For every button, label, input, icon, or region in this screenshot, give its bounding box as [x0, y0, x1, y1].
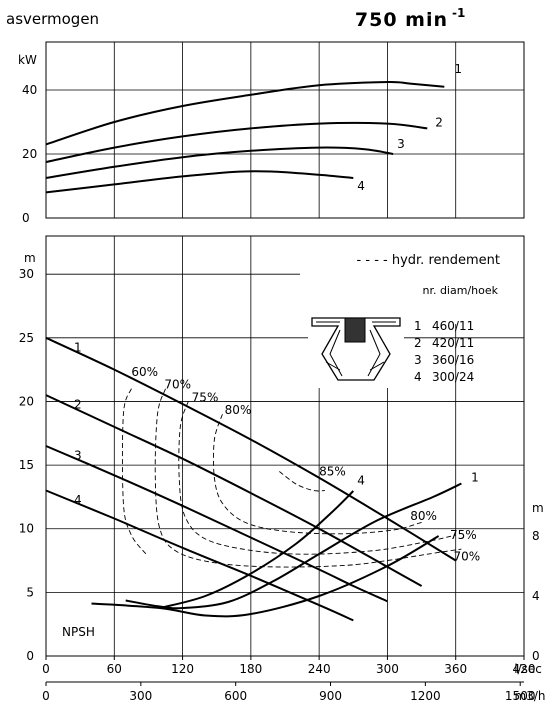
x2-tick-label: 900 [319, 689, 342, 703]
speed-title-superscript: -1 [452, 6, 465, 20]
head-curve-label: 4 [74, 493, 82, 507]
head-curve-2 [45, 394, 423, 587]
x-tick-label: 60 [107, 662, 122, 676]
efficiency-label: 70% [164, 378, 191, 392]
power-curve-3 [45, 146, 394, 179]
x-axis-m3h-label: m3/h [515, 689, 546, 703]
power-curve-label: 1 [454, 62, 462, 76]
npsh-curve-label: 1 [471, 471, 479, 485]
power-y-tick-label: 40 [22, 83, 37, 97]
x-axis-lsec-ticks: 0 60 120 180 240 300 360 420 [42, 656, 535, 676]
npsh-y-tick-label: 0 [532, 649, 540, 663]
efficiency-label: 75% [450, 528, 477, 542]
npsh-label: NPSH [62, 625, 95, 639]
power-curve-2 [45, 122, 428, 163]
x-tick-label: 240 [308, 662, 331, 676]
npsh-y-tick-label: 8 [532, 529, 540, 543]
head-curve-4 [45, 489, 354, 622]
efficiency-curve [154, 388, 462, 568]
x2-tick-label: 1500 [505, 689, 536, 703]
power-chart-title: asvermogen [6, 10, 99, 28]
efficiency-label: 60% [131, 365, 158, 379]
head-y-tick-label: 5 [26, 585, 34, 599]
npsh-main-curve [91, 535, 440, 618]
head-curve-label: 1 [74, 340, 82, 354]
spec-row-nr: 4 [414, 370, 422, 384]
efficiency-label: 70% [453, 550, 480, 564]
head-curve-label: 2 [74, 398, 82, 412]
spec-row-value: 360/16 [432, 353, 474, 367]
power-y-ticks: 0 20 40 [22, 83, 37, 225]
spec-row-value: 460/11 [432, 319, 474, 333]
power-y-tick-label: 0 [22, 211, 30, 225]
npsh-1-curve [125, 482, 462, 610]
x2-tick-label: 0 [42, 689, 50, 703]
spec-row-nr: 2 [414, 336, 422, 350]
efficiency-label: 75% [192, 390, 219, 404]
x-tick-label: 300 [376, 662, 399, 676]
power-curve-label: 4 [357, 179, 365, 193]
efficiency-curve [178, 401, 456, 555]
head-curve-label: 3 [74, 449, 82, 463]
npsh-y-ticks: 0 4 8 [532, 529, 540, 663]
power-y-label: kW [18, 53, 37, 67]
npsh-curve-label: 4 [357, 474, 365, 488]
x-axis-m3h-ticks: 0 300 600 900 1200 1500 [42, 682, 535, 703]
npsh-curves: 14 [91, 471, 479, 618]
npsh-y-label: m [532, 501, 544, 515]
x2-tick-label: 300 [129, 689, 152, 703]
power-grid [46, 42, 524, 218]
efficiency-curve [121, 388, 147, 555]
power-curves: 1 2 3 4 [45, 62, 462, 194]
speed-title: 750 min [355, 9, 448, 31]
power-curve-1 [45, 80, 445, 146]
npsh-4-curve [159, 490, 355, 609]
head-curves: 1 2 3 4 [45, 336, 457, 622]
head-y-tick-label: 20 [19, 394, 34, 408]
efficiency-legend: - - - - hydr. rendement [357, 253, 500, 268]
power-panel-frame [45, 41, 525, 219]
table-header: nr. diam/hoek [422, 284, 498, 297]
spec-row-nr: 1 [414, 319, 422, 333]
head-y-tick-label: 10 [19, 522, 34, 536]
x-axis-lsec-label: l/sec [514, 662, 542, 676]
x-tick-label: 360 [444, 662, 467, 676]
x-tick-label: 0 [42, 662, 50, 676]
spec-row-value: 420/11 [432, 336, 474, 350]
impeller-spec-table: 1 460/11 2 420/11 3 360/16 4 300/24 [414, 319, 474, 384]
head-y-ticks: 0 5 10 15 20 25 30 [19, 267, 34, 663]
head-curve-3 [45, 445, 388, 603]
spec-row-nr: 3 [414, 353, 422, 367]
npsh-y-tick-label: 4 [532, 589, 540, 603]
power-y-tick-label: 20 [22, 147, 37, 161]
x2-tick-label: 600 [224, 689, 247, 703]
power-curve-label: 2 [435, 115, 443, 129]
power-curve-4 [45, 170, 354, 194]
efficiency-label: 85% [319, 464, 346, 478]
efficiency-curve [279, 471, 325, 492]
spec-row-value: 300/24 [432, 370, 474, 384]
power-curve-label: 3 [397, 137, 405, 151]
efficiency-label: 80% [410, 509, 437, 523]
head-y-tick-label: 25 [19, 331, 34, 345]
efficiency-curve [212, 414, 422, 535]
x-tick-label: 180 [239, 662, 262, 676]
efficiency-labels: 60%70%75%80%85%80%75%70% [131, 365, 480, 564]
head-curve-1 [45, 336, 457, 562]
impeller-cross-section-icon [308, 306, 404, 388]
x-tick-label: 120 [171, 662, 194, 676]
efficiency-label: 80% [225, 403, 252, 417]
head-y-tick-label: 0 [26, 649, 34, 663]
x2-tick-label: 1200 [410, 689, 441, 703]
head-y-tick-label: 30 [19, 267, 34, 281]
head-y-tick-label: 15 [19, 458, 34, 472]
efficiency-curves [121, 388, 462, 568]
head-y-label: m [24, 251, 36, 265]
x-tick-label: 420 [513, 662, 536, 676]
